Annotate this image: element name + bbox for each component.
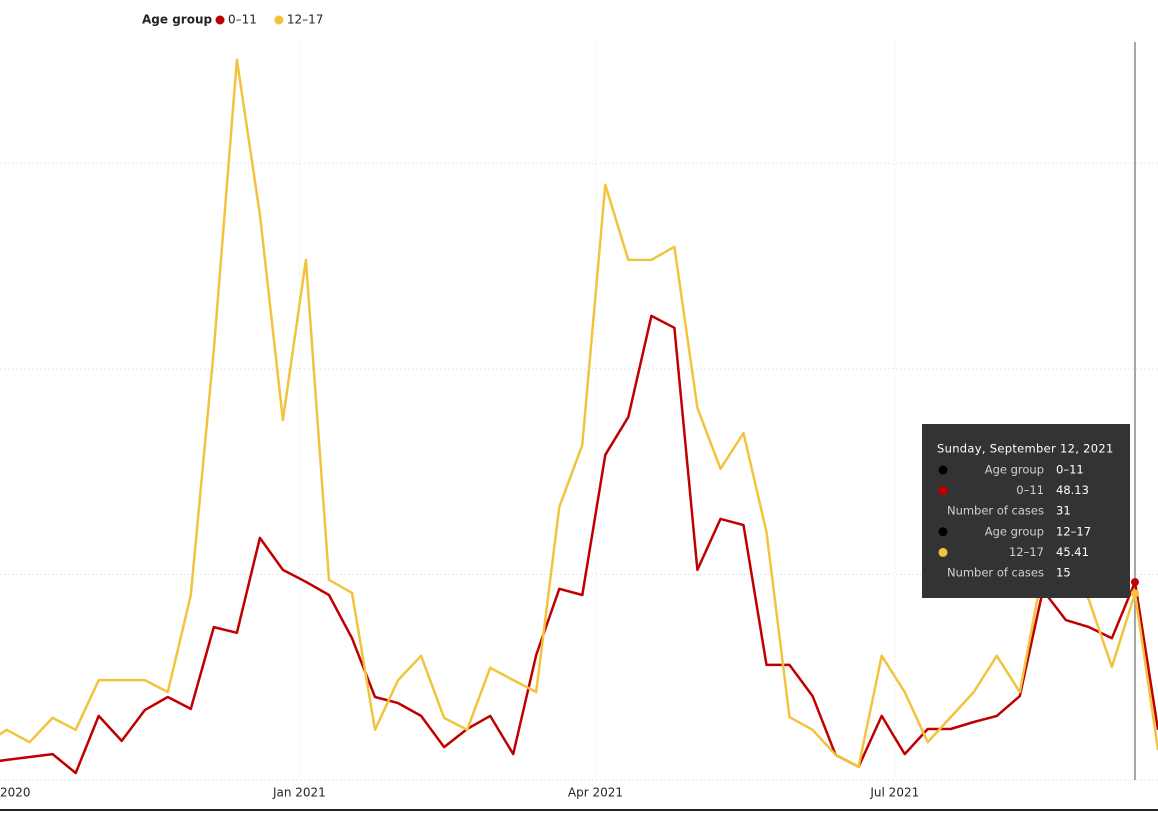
series-line <box>0 314 1158 775</box>
series-line <box>0 58 1158 769</box>
tooltip-box <box>922 424 1130 598</box>
tooltip-value: 15 <box>1056 566 1071 580</box>
tooltip-value: 48.13 <box>1056 483 1089 497</box>
tooltip-value: 12–17 <box>1056 524 1091 538</box>
tooltip-label: Number of cases <box>947 566 1044 580</box>
x-tick-label: Jan 2021 <box>272 786 326 800</box>
tooltip-dot <box>938 465 948 475</box>
tooltip-label: 0–11 <box>1016 483 1044 497</box>
legend-title: Age group <box>142 13 212 27</box>
tooltip-value: 0–11 <box>1056 463 1084 477</box>
x-tick-label: Apr 2021 <box>568 786 623 800</box>
hover-point <box>1130 589 1139 598</box>
tooltip: Sunday, September 12, 2021 Age group 0–11 0… <box>922 424 1130 598</box>
legend-dot <box>215 15 225 25</box>
tooltip-label: 12–17 <box>1009 545 1044 559</box>
tooltip-label: Number of cases <box>947 504 1044 518</box>
tooltip-value: 45.41 <box>1056 545 1089 559</box>
x-tick-label: Jul 2021 <box>869 786 919 800</box>
tooltip-dot <box>938 486 948 496</box>
legend-label: 0–11 <box>228 13 257 27</box>
tooltip-value: 31 <box>1056 504 1071 518</box>
hover-point <box>1130 578 1139 587</box>
legend-dot <box>274 15 284 25</box>
tooltip-dot <box>938 547 948 557</box>
tooltip-dot <box>938 527 948 537</box>
x-tick-label: 2020 <box>0 786 31 800</box>
tooltip-label: Age group <box>985 524 1044 538</box>
legend-label: 12–17 <box>287 13 324 27</box>
tooltip-title: Sunday, September 12, 2021 <box>937 442 1114 456</box>
tooltip-label: Age group <box>985 463 1044 477</box>
